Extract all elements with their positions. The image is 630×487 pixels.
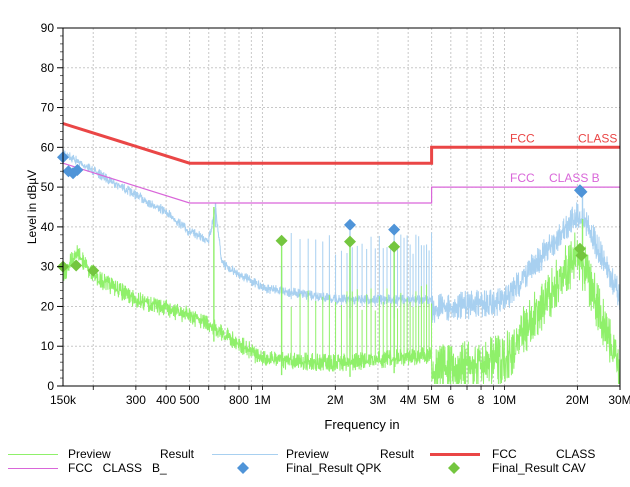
x-tick-label: 8 — [478, 393, 485, 407]
limit-line-fcc-class-b-label: FCC — [510, 171, 535, 185]
grid — [60, 27, 621, 390]
legend-label-preview-cav-a: Preview — [68, 447, 111, 461]
y-tick-label: 50 — [41, 180, 55, 194]
limit-line-fcc-class-label-2: CLASS — [578, 131, 617, 145]
marker-final-cav — [575, 249, 588, 262]
y-tick-label: 0 — [47, 379, 54, 393]
legend: Preview Result Preview Result FCC CLASS … — [0, 448, 630, 487]
emc-chart: FCC CLASS FCC CLASS B 0 10 20 30 40 50 60 70 80 90 150… — [25, 21, 630, 432]
marker-final-qpk — [71, 164, 84, 177]
legend-swatch-final-qpk — [237, 462, 249, 474]
legend-label-fcc-class-b: CLASS — [556, 447, 596, 461]
x-tick-label: 4M — [400, 393, 417, 407]
marker-final-qpk — [575, 185, 588, 198]
y-tick-label: 20 — [41, 299, 55, 313]
limit-line-fcc-class-b-label-2: CLASS B — [549, 171, 600, 185]
y-tick-label: 60 — [41, 140, 55, 154]
x-tick-label: 800 — [229, 393, 249, 407]
legend-swatch-fcc-class-b — [8, 468, 58, 469]
x-tick-label: 300 — [126, 393, 146, 407]
x-tick-label: 20M — [566, 393, 589, 407]
marker-final-cav — [388, 240, 401, 253]
y-tick-label: 30 — [41, 260, 55, 274]
legend-label-fcc-class-a: FCC — [492, 447, 517, 461]
legend-swatch-preview-qpk — [212, 454, 278, 455]
x-tick-label: 30M — [608, 393, 630, 407]
legend-label-final-cav: Final_Result CAV — [492, 461, 586, 475]
limit-line-fcc-class — [62, 122, 620, 165]
legend-label-preview-qpk-b: Result — [380, 447, 415, 461]
y-tick-label: 90 — [41, 21, 55, 35]
x-tick-label: 5M — [423, 393, 440, 407]
marker-final-cav — [275, 234, 288, 247]
plot-border — [62, 27, 621, 387]
legend-swatch-final-cav — [448, 462, 460, 474]
x-tick-label: 400 — [156, 393, 176, 407]
y-tick-label: 40 — [41, 220, 55, 234]
x-axis-title: Frequency in — [324, 417, 399, 432]
marker-final-cav — [344, 235, 357, 248]
series-preview-qpk — [63, 147, 620, 323]
legend-label-preview-qpk-a: Preview — [286, 447, 329, 461]
marker-final-qpk — [388, 223, 401, 236]
x-tick-label: 2M — [327, 393, 344, 407]
x-tick-label: 500 — [180, 393, 200, 407]
legend-label-preview-cav-b: Result — [160, 447, 195, 461]
x-tick-label: 10M — [493, 393, 516, 407]
y-axis-title: Level in dBµV — [25, 170, 39, 244]
limit-line-fcc-class-b — [62, 162, 620, 204]
x-tick-label: 6 — [447, 393, 454, 407]
marker-final-qpk — [344, 218, 357, 231]
y-tick-label: 80 — [41, 61, 55, 75]
marker-final-cav — [70, 259, 83, 272]
x-tick-label: 150k — [50, 393, 77, 407]
marker-final-cav — [87, 264, 100, 277]
y-tick-label: 10 — [41, 339, 55, 353]
legend-swatch-preview-cav — [8, 454, 58, 455]
x-tick-label: 3M — [370, 393, 387, 407]
legend-label-fcc-class-b-limit: FCC CLASS B_ — [68, 461, 167, 475]
series-preview-cav — [63, 207, 620, 385]
legend-swatch-fcc-class — [430, 453, 480, 456]
x-tick-label: 1M — [254, 393, 271, 407]
limit-line-fcc-class-label: FCC — [510, 131, 535, 145]
y-tick-label: 70 — [41, 101, 55, 115]
legend-label-final-qpk: Final_Result QPK — [286, 461, 382, 475]
